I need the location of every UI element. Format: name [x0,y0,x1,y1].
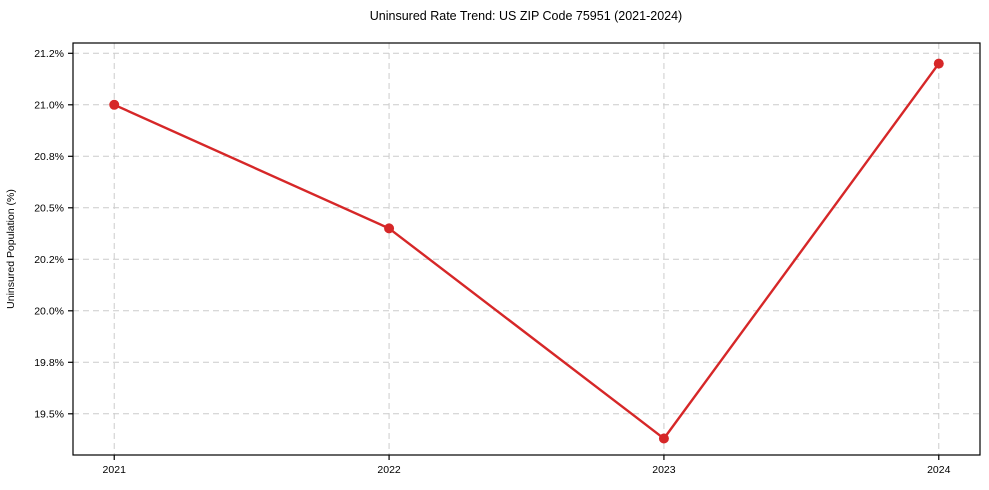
y-tick-label: 20.2% [34,254,64,266]
data-point-marker [109,99,120,110]
y-tick-label: 20.0% [34,305,64,317]
y-tick-label: 21.0% [34,99,64,111]
axes: 19.5% 19.8% 20.0% 20.2% 20.5% 20.8% 21.0% 21.2%… [34,42,981,476]
gridlines [73,43,980,455]
y-tick-label: 19.5% [34,408,64,420]
chart-title: Uninsured Rate Trend: US ZIP Code 75951 … [370,9,682,23]
y-tick-label: 21.2% [34,48,64,60]
y-axis-label: Uninsured Population (%) [5,189,17,309]
data-point-marker [933,58,944,69]
x-tick-label: 2021 [103,464,127,476]
x-tick-label: 2022 [377,464,401,476]
data-point-marker [384,223,395,234]
x-tick-label: 2024 [927,464,951,476]
trend-line [113,62,940,440]
data-series [109,58,944,444]
y-tick-label: 19.8% [34,357,64,369]
x-tick-label: 2023 [652,464,676,476]
data-point-marker [658,433,669,444]
y-tick-label: 20.5% [34,202,64,214]
y-tick-label: 20.8% [34,151,64,163]
plot-frame [72,42,981,456]
